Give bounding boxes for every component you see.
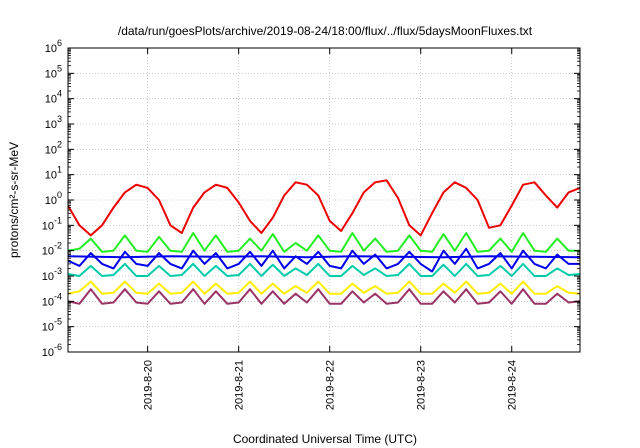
y-axis-label: protons/cm²-s-sr-MeV: [7, 142, 21, 258]
y-tick-label: 10-2: [42, 241, 62, 258]
y-tick-label: 104: [45, 89, 62, 106]
series-line-6: [67, 288, 581, 305]
x-tick-label: 2019-8-24: [507, 360, 519, 410]
series-line-1: [67, 232, 580, 253]
y-tick-label: 10-3: [42, 266, 62, 283]
series-lines: [67, 179, 581, 305]
series-line-4: [67, 262, 581, 277]
x-tick-label: 2019-8-22: [325, 360, 337, 410]
grid: [68, 48, 580, 352]
y-tick-label: 10-6: [42, 342, 62, 359]
x-axis-label: Coordinated Universal Time (UTC): [233, 432, 417, 446]
x-tick-label: 2019-8-23: [416, 360, 428, 410]
series-line-0: [67, 179, 581, 237]
y-tick-label: 103: [45, 114, 62, 131]
y-tick-label: 101: [45, 165, 62, 182]
series-line-2: [67, 247, 580, 273]
y-tick-label: 106: [45, 38, 62, 55]
x-ticks: 2019-8-20 2019-8-21 2019-8-22 2019-8-23 2019…: [143, 48, 519, 410]
y-tick-label: 102: [45, 139, 62, 156]
y-tick-label: 10-5: [42, 317, 62, 334]
y-tick-label: 10-1: [42, 215, 62, 232]
series-line-3: [67, 255, 581, 259]
y-tick-label: 100: [45, 190, 62, 207]
x-tick-label: 2019-8-20: [143, 360, 155, 410]
y-ticks: 10-6 10-5 10-4 10-3 10-2 10-1 100 101 102 103 104 1…: [42, 38, 580, 359]
y-tick-label: 10-4: [42, 291, 62, 308]
x-tick-label: 2019-8-21: [234, 360, 246, 410]
chart-title: /data/run/goesPlots/archive/2019-08-24/1…: [118, 24, 533, 38]
y-tick-label: 105: [45, 63, 62, 80]
series-line-5: [67, 280, 581, 295]
